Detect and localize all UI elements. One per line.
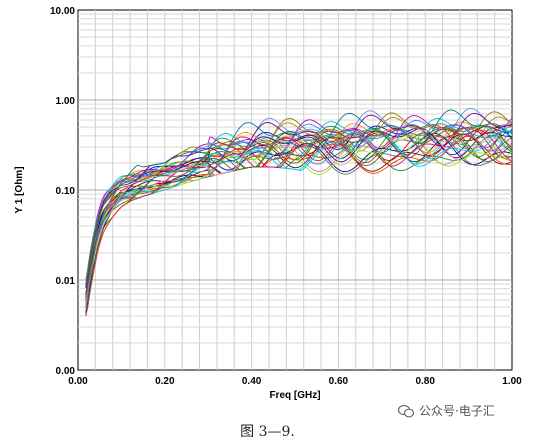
figure-caption: 图 3—9. [240,424,295,440]
x-axis-title: Freq [GHz] [269,390,320,401]
tick-labels: 0.00 0.20 0.40 0.60 0.80 1.00 0.00 0.01 0.10 1.00… [50,6,522,387]
x-tick-label: 0.20 [155,376,175,387]
series-line [85,125,513,298]
series-line [85,126,513,298]
y-tick-label: 0.10 [56,186,76,197]
series-line [85,130,513,302]
series-line [85,116,513,286]
series-group [85,108,513,316]
x-tick-label: 0.60 [329,376,349,387]
y-tick-label: 1.00 [56,96,76,107]
series-line [85,125,513,308]
y-tick-label: 0.01 [56,276,76,287]
series-line [85,134,513,308]
watermark: 公众号·电子汇 [398,402,495,419]
series-line [85,129,513,306]
x-tick-label: 1.00 [502,376,522,387]
x-tick-label: 0.80 [415,376,435,387]
y-tick-label: 0.00 [56,366,76,377]
series-line [85,115,513,287]
series-line [85,109,513,285]
watermark-text: 公众号·电子汇 [419,404,495,418]
series-line [85,126,513,294]
x-tick-label: 0.00 [68,376,88,387]
y-tick-label: 10.00 [50,6,75,17]
series-line [85,134,513,314]
x-tick-label: 0.40 [242,376,262,387]
wechat-icon [398,404,414,417]
series-line [85,124,513,303]
y-axis-title: Y 1 [Ohm] [14,166,25,213]
